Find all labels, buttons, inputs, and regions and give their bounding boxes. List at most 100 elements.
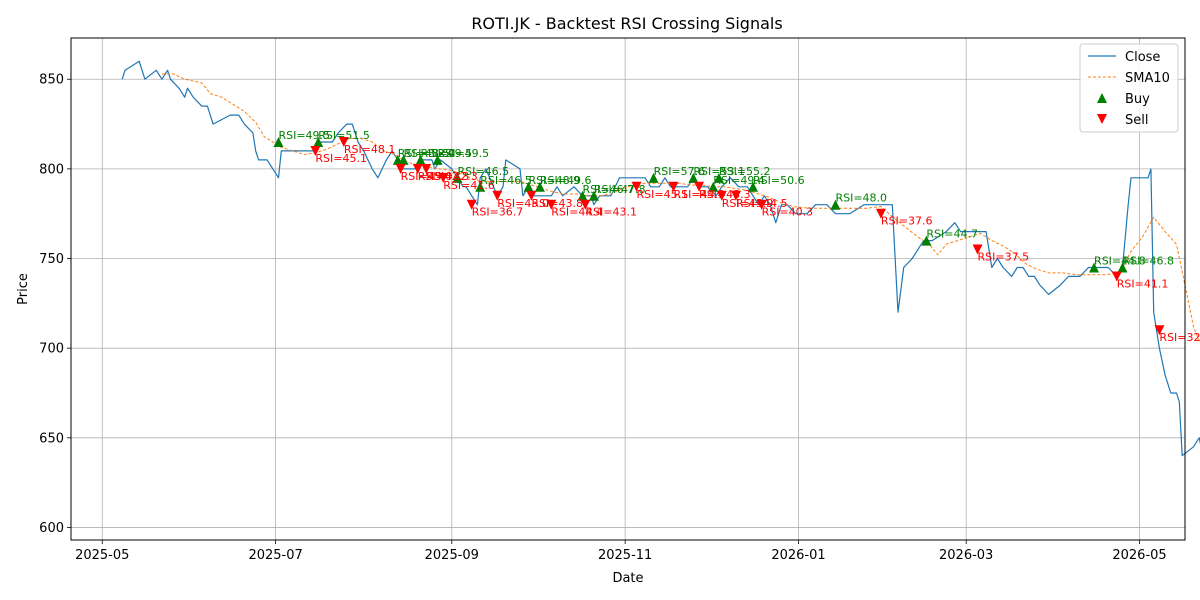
sell-rsi-label: RSI=41.1 bbox=[1117, 277, 1169, 290]
buy-marker bbox=[534, 181, 545, 192]
buy-rsi-label: RSI=52.0 bbox=[403, 147, 455, 160]
y-tick-label: 800 bbox=[39, 162, 64, 177]
buy-rsi-label: RSI=44.8 bbox=[1094, 254, 1146, 267]
sell-marker bbox=[730, 190, 741, 201]
buy-rsi-label: RSI=46.7 bbox=[583, 183, 635, 196]
x-axis-label: Date bbox=[612, 571, 643, 586]
legend: Close SMA10 Buy Sell bbox=[1079, 43, 1179, 133]
buy-marker bbox=[398, 154, 409, 165]
buy-rsi-label: RSI=48.5 bbox=[398, 147, 450, 160]
sell-rsi-label: RSI=45.1 bbox=[315, 152, 367, 165]
buy-rsi-label: RSI=48.0 bbox=[835, 192, 887, 205]
buy-rsi-label: RSI=49.5 bbox=[278, 129, 330, 142]
buy-marker bbox=[432, 154, 443, 165]
buy-marker bbox=[588, 190, 599, 201]
buy-rsi-label: RSI=49.5 bbox=[421, 147, 473, 160]
y-tick-label: 600 bbox=[39, 521, 64, 536]
sell-marker bbox=[716, 190, 727, 201]
buy-marker bbox=[1089, 262, 1100, 273]
sell-marker bbox=[466, 199, 477, 210]
buy-rsi-label: RSI=57.6 bbox=[654, 165, 706, 178]
buy-marker bbox=[748, 181, 759, 192]
sell-marker bbox=[631, 181, 642, 192]
y-axis-label: Price bbox=[16, 273, 31, 305]
sell-marker bbox=[580, 199, 591, 210]
legend-box bbox=[1079, 43, 1179, 133]
buy-marker bbox=[688, 172, 699, 183]
chart-title: ROTI.JK - Backtest RSI Crossing Signals bbox=[471, 14, 782, 33]
y-axis-ticks: 600 650 700 750 800 850 bbox=[39, 73, 71, 536]
sell-marker bbox=[668, 181, 679, 192]
sell-rsi-label: RSI=43.1 bbox=[585, 206, 637, 219]
buy-marker bbox=[273, 136, 284, 147]
sell-marker bbox=[756, 199, 767, 210]
y-tick-label: 650 bbox=[39, 431, 64, 446]
sell-rsi-label: RSI=44.4 bbox=[551, 206, 603, 219]
x-tick-label: 2025-09 bbox=[425, 548, 479, 563]
sell-marker bbox=[1111, 271, 1122, 282]
buy-rsi-label: RSI=48.9 bbox=[529, 174, 581, 187]
sell-rsi-label: RSI=41.6 bbox=[443, 179, 495, 192]
x-tick-label: 2025-05 bbox=[75, 548, 129, 563]
legend-sma-label: SMA10 bbox=[1125, 71, 1170, 86]
sell-marker bbox=[310, 145, 321, 156]
x-tick-label: 2025-07 bbox=[248, 548, 302, 563]
buy-rsi-label: RSI=44.7 bbox=[926, 228, 978, 241]
buy-marker bbox=[708, 181, 719, 192]
sell-rsi-label: RSI=48.1 bbox=[344, 143, 396, 156]
x-tick-label: 2025-11 bbox=[598, 548, 652, 563]
sell-marker bbox=[395, 163, 406, 174]
sell-rsi-label: RSI=40.3 bbox=[762, 206, 814, 219]
buy-rsi-label: RSI=49.4 bbox=[713, 174, 765, 187]
y-tick-label: 700 bbox=[39, 342, 64, 357]
plot-frame bbox=[70, 37, 1186, 541]
buy-rsi-label: RSI=51.5 bbox=[318, 129, 370, 142]
sell-marker bbox=[412, 163, 423, 174]
sell-marker bbox=[546, 199, 557, 210]
buy-marker bbox=[313, 136, 324, 147]
buy-rsi-label: RSI=46.8 bbox=[1122, 254, 1174, 267]
gridlines bbox=[71, 38, 1185, 540]
signal-markers: RSI=49.5RSI=51.5RSI=48.5RSI=52.0RSI=49.5… bbox=[273, 129, 1200, 344]
sell-marker bbox=[972, 244, 983, 255]
buy-marker bbox=[415, 154, 426, 165]
buy-marker bbox=[452, 172, 463, 183]
buy-rsi-label: RSI=46.5 bbox=[457, 165, 509, 178]
legend-buy-marker bbox=[1097, 93, 1107, 103]
legend-sell-marker bbox=[1097, 114, 1107, 124]
x-axis-ticks: 2025-05 2025-07 2025-09 2025-11 2026-01 2026-… bbox=[75, 540, 1167, 563]
sell-rsi-label: RSI=45.1 bbox=[637, 188, 689, 201]
buy-marker bbox=[830, 199, 841, 210]
sell-marker bbox=[526, 190, 537, 201]
buy-rsi-label: RSI=50.6 bbox=[753, 174, 805, 187]
sell-marker bbox=[438, 172, 449, 183]
buy-rsi-label: RSI=46.5 bbox=[480, 174, 532, 187]
sell-rsi-label: RSI=32.8 bbox=[1159, 331, 1200, 344]
sell-marker bbox=[1154, 325, 1165, 336]
buy-rsi-label: RSI=47.8 bbox=[594, 183, 646, 196]
legend-sell-label: Sell bbox=[1125, 113, 1148, 128]
sell-rsi-label: RSI=37.5 bbox=[978, 251, 1030, 264]
sell-marker bbox=[421, 163, 432, 174]
buy-marker bbox=[921, 235, 932, 246]
sell-marker bbox=[492, 190, 503, 201]
sell-rsi-label: RSI=36.7 bbox=[472, 206, 524, 219]
sell-marker bbox=[875, 208, 886, 219]
buy-marker bbox=[577, 190, 588, 201]
buy-marker bbox=[523, 181, 534, 192]
buy-rsi-label: RSI=53.1 bbox=[693, 165, 745, 178]
sell-rsi-label: RSI=43.8 bbox=[531, 197, 583, 210]
buy-rsi-label: RSI=49.5 bbox=[438, 147, 490, 160]
x-tick-label: 2026-01 bbox=[771, 548, 825, 563]
buy-marker bbox=[1117, 262, 1128, 273]
sell-marker bbox=[338, 136, 349, 147]
sell-rsi-label: RSI=37.6 bbox=[881, 215, 933, 228]
y-tick-label: 850 bbox=[39, 73, 64, 88]
x-tick-label: 2026-05 bbox=[1112, 548, 1166, 563]
legend-buy-label: Buy bbox=[1125, 92, 1150, 107]
buy-marker bbox=[713, 172, 724, 183]
buy-rsi-label: RSI=49.6 bbox=[540, 174, 592, 187]
sell-rsi-label: RSI=45.0 bbox=[497, 197, 549, 210]
sell-marker bbox=[694, 181, 705, 192]
